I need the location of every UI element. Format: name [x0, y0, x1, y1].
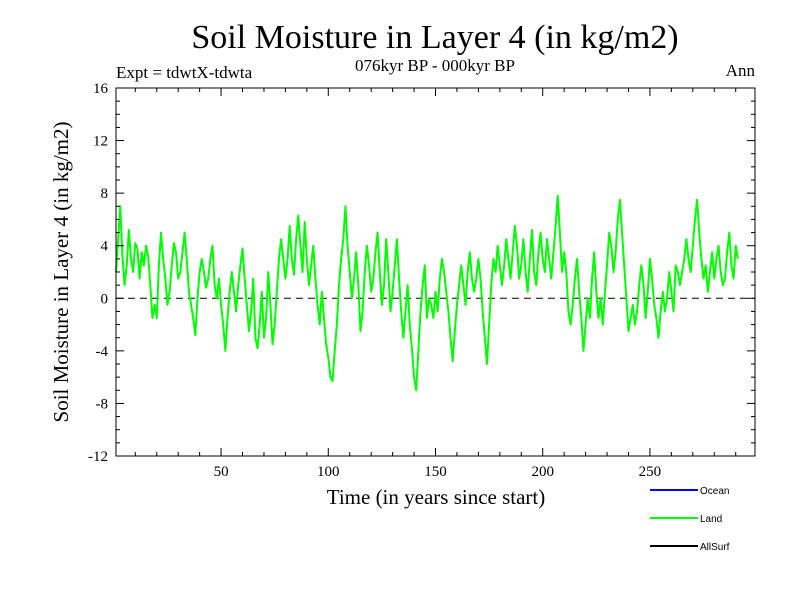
y-tick-label: -8	[96, 396, 109, 412]
series-line-land	[115, 194, 739, 392]
y-tick-label: 8	[101, 186, 109, 202]
legend-label-allsurf: AllSurf	[700, 542, 730, 553]
x-tick-label: 150	[424, 464, 447, 480]
y-tick-label: -4	[96, 344, 109, 360]
plot-area: 16 12 8 4 0 -4 -8 -12 50 100 150 200 250	[88, 81, 756, 480]
y-tick-label: 4	[101, 239, 109, 255]
x-tick-label: 50	[214, 464, 229, 480]
x-tick-label: 250	[639, 464, 662, 480]
experiment-label: Expt = tdwtX-tdwta	[116, 63, 253, 82]
x-tick-label: 200	[531, 464, 554, 480]
x-axis-label: Time (in years since start)	[327, 485, 546, 509]
legend-label-ocean: Ocean	[700, 486, 729, 497]
y-tick-label: 12	[93, 134, 108, 150]
y-tick-label: 0	[101, 291, 109, 307]
plot-frame	[115, 87, 756, 457]
season-label: Ann	[726, 61, 756, 80]
y-axis-label: Soil Moisture in Layer 4 (in kg/m2)	[49, 122, 73, 423]
chart-subtitle: 076kyr BP - 000kyr BP	[355, 56, 515, 75]
legend: Ocean Land AllSurf	[650, 486, 730, 553]
chart-title: Soil Moisture in Layer 4 (in kg/m2)	[191, 19, 678, 56]
x-tick-label: 100	[317, 464, 340, 480]
y-tick-label: -12	[88, 449, 108, 465]
legend-label-land: Land	[700, 514, 722, 525]
y-tick-label: 16	[93, 81, 109, 97]
